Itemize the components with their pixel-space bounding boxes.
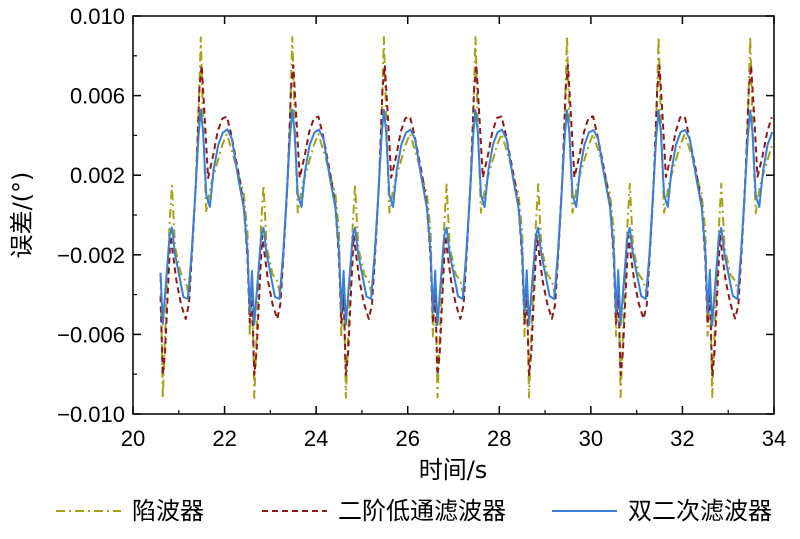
x-tick-label: 32 [670,426,694,451]
series-line-2 [159,64,773,377]
y-tick-label: 0.002 [70,163,125,188]
x-tick-label: 28 [487,426,511,451]
y-axis-label: 误差/(°) [8,172,36,259]
legend-label-2: 二阶低通滤波器 [338,497,506,525]
series-line-1 [159,35,773,399]
plot-series-group [159,35,774,399]
x-tick-label: 22 [212,426,236,451]
x-axis: 20 22 24 26 28 30 32 34 [121,16,786,451]
y-tick-label: 0.010 [70,4,125,29]
x-tick-label: 34 [762,426,786,451]
legend-label-1: 陷波器 [132,497,204,525]
y-tick-label: −0.006 [57,322,125,347]
y-tick-label: 0.006 [70,84,125,109]
y-axis: −0.010 −0.006 −0.002 0.002 0.006 0.010 [57,4,774,427]
series-line-3 [159,108,774,327]
x-axis-label: 时间/s [419,456,488,484]
plot-frame [132,15,775,415]
legend: 陷波器 二阶低通滤波器 双二次滤波器 [56,497,772,525]
x-tick-label: 30 [579,426,603,451]
x-tick-label: 20 [121,426,145,451]
y-tick-label: −0.002 [57,243,125,268]
y-tick-label: −0.010 [57,402,125,427]
x-tick-label: 26 [395,426,419,451]
x-tick-label: 24 [304,426,328,451]
legend-label-3: 双二次滤波器 [628,497,772,525]
